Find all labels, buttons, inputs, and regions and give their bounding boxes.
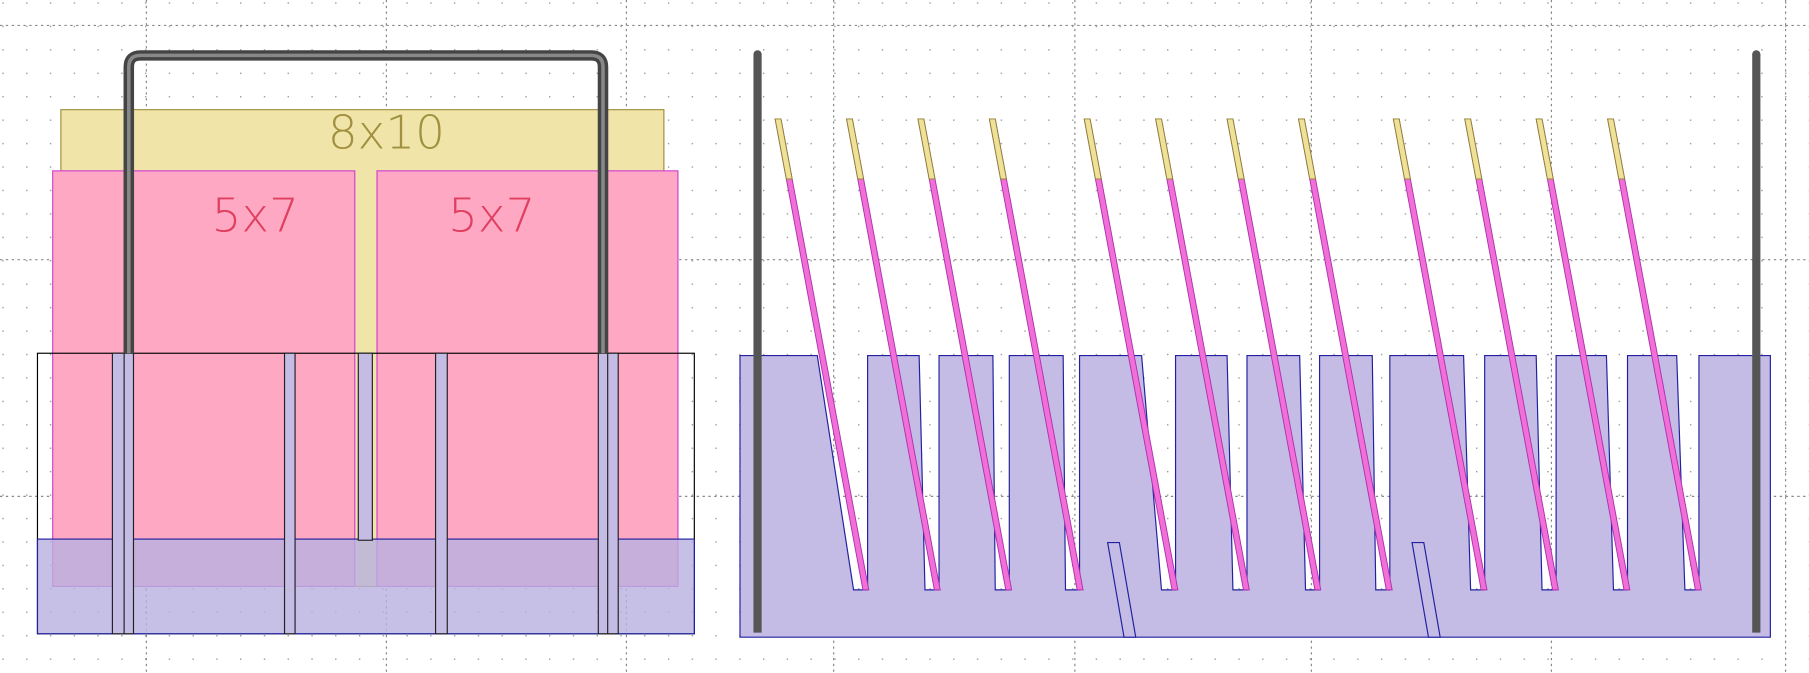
frame-board-top <box>1083 118 1102 180</box>
frame-label: 8x10 <box>328 106 445 160</box>
support-strut <box>1106 541 1137 638</box>
frame-5x7-left <box>52 170 356 587</box>
handle <box>127 53 605 354</box>
holder-base <box>36 538 695 635</box>
frame-label: 5x7 <box>448 189 535 243</box>
frame-label: 5x7 <box>212 189 299 243</box>
front-view: 8x10 5x7 5x7 <box>36 50 695 635</box>
frame-board-top <box>988 118 1007 180</box>
post-end <box>1752 50 1761 59</box>
frame-board-top <box>1464 118 1483 180</box>
frame-board-top <box>1155 118 1174 180</box>
side-view <box>739 50 1771 638</box>
frame-board-top <box>1226 118 1245 180</box>
frame-5x7-right <box>376 170 679 587</box>
frame-board-top <box>917 118 936 180</box>
frame-board-top <box>1297 118 1317 180</box>
frame-board-top <box>774 118 793 180</box>
slots <box>111 352 619 635</box>
frame-board-top <box>1607 118 1626 180</box>
frame-board-top <box>1392 118 1411 180</box>
support-strut <box>1411 541 1441 638</box>
holder-side <box>739 354 1771 638</box>
post-end <box>753 50 762 59</box>
frame-board-top <box>1535 118 1554 180</box>
frame-board-top <box>845 118 865 180</box>
